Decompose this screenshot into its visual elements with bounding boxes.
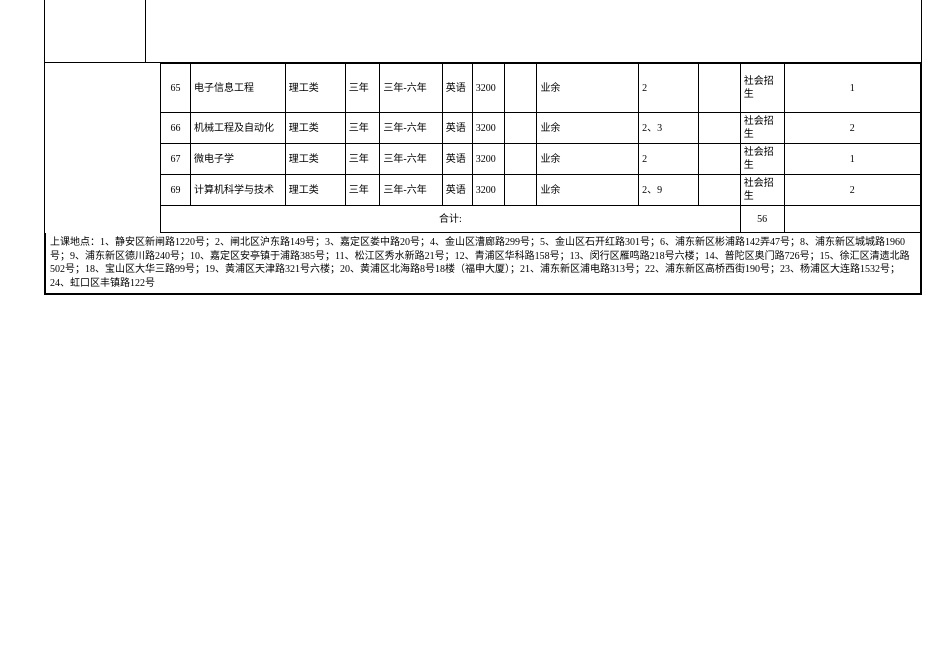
cell — [699, 144, 741, 175]
cell — [699, 175, 741, 206]
cell: 3200 — [472, 175, 504, 206]
cell: 2 — [639, 144, 699, 175]
border-stub — [921, 0, 922, 62]
cell: 3200 — [472, 113, 504, 144]
cell: 英语 — [442, 113, 472, 144]
cell: 理工类 — [285, 113, 345, 144]
table-row: 65电子信息工程理工类三年三年-六年英语3200 业余2 社会招生1 — [45, 64, 921, 113]
cell: 计算机科学与技术 — [191, 175, 286, 206]
table-row: 67微电子学理工类三年三年-六年英语3200 业余2 社会招生1 — [45, 144, 921, 175]
cell — [505, 175, 537, 206]
cell: 三年-六年 — [380, 144, 442, 175]
table-row: 66机械工程及自动化理工类三年三年-六年英语3200 业余2、3 社会招生2 — [45, 113, 921, 144]
cell — [505, 113, 537, 144]
cell — [699, 64, 741, 113]
cell: 社会招生 — [740, 175, 784, 206]
total-label: 合计: — [161, 206, 741, 233]
cell: 67 — [161, 144, 191, 175]
cell: 三年-六年 — [380, 64, 442, 113]
cell: 微电子学 — [191, 144, 286, 175]
footnote-text: 上课地点：1、静安区新闸路1220号；2、闸北区沪东路149号；3、嘉定区娄中路… — [45, 233, 921, 294]
cell: 三年-六年 — [380, 113, 442, 144]
page: 65电子信息工程理工类三年三年-六年英语3200业余2社会招生166机械工程及自… — [0, 0, 945, 669]
cell: 机械工程及自动化 — [191, 113, 286, 144]
cell: 英语 — [442, 144, 472, 175]
cell: 3200 — [472, 144, 504, 175]
cell — [784, 206, 920, 233]
cell: 业余 — [537, 144, 639, 175]
cell: 三年 — [345, 175, 380, 206]
cell: 2、3 — [639, 113, 699, 144]
table-row: 69计算机科学与技术理工类三年三年-六年英语3200 业余2、9 社会招生2 — [45, 175, 921, 206]
cell: 2 — [784, 175, 920, 206]
total-row: 合计:56 — [45, 206, 921, 233]
data-table: 65电子信息工程理工类三年三年-六年英语3200业余2社会招生166机械工程及自… — [45, 63, 921, 233]
cell: 2、9 — [639, 175, 699, 206]
cell: 理工类 — [285, 175, 345, 206]
cell: 英语 — [442, 64, 472, 113]
left-spacer-cell — [45, 64, 161, 233]
cell: 电子信息工程 — [191, 64, 286, 113]
cell — [505, 144, 537, 175]
cell: 1 — [784, 144, 920, 175]
cell: 三年 — [345, 113, 380, 144]
cell: 65 — [161, 64, 191, 113]
cell: 业余 — [537, 175, 639, 206]
cell: 三年 — [345, 144, 380, 175]
cell: 理工类 — [285, 144, 345, 175]
cell: 社会招生 — [740, 144, 784, 175]
cell: 66 — [161, 113, 191, 144]
cell: 3200 — [472, 64, 504, 113]
cell — [699, 113, 741, 144]
cell: 三年 — [345, 64, 380, 113]
cell: 业余 — [537, 113, 639, 144]
cell: 2 — [639, 64, 699, 113]
cell — [505, 64, 537, 113]
cell: 三年-六年 — [380, 175, 442, 206]
cell: 英语 — [442, 175, 472, 206]
table-container: 65电子信息工程理工类三年三年-六年英语3200业余2社会招生166机械工程及自… — [44, 62, 922, 295]
cell: 业余 — [537, 64, 639, 113]
cell: 1 — [784, 64, 920, 113]
cell: 2 — [784, 113, 920, 144]
cell: 69 — [161, 175, 191, 206]
total-value: 56 — [740, 206, 784, 233]
border-stub — [145, 0, 146, 62]
cell: 理工类 — [285, 64, 345, 113]
cell: 社会招生 — [740, 64, 784, 113]
border-stub — [44, 0, 45, 62]
cell: 社会招生 — [740, 113, 784, 144]
